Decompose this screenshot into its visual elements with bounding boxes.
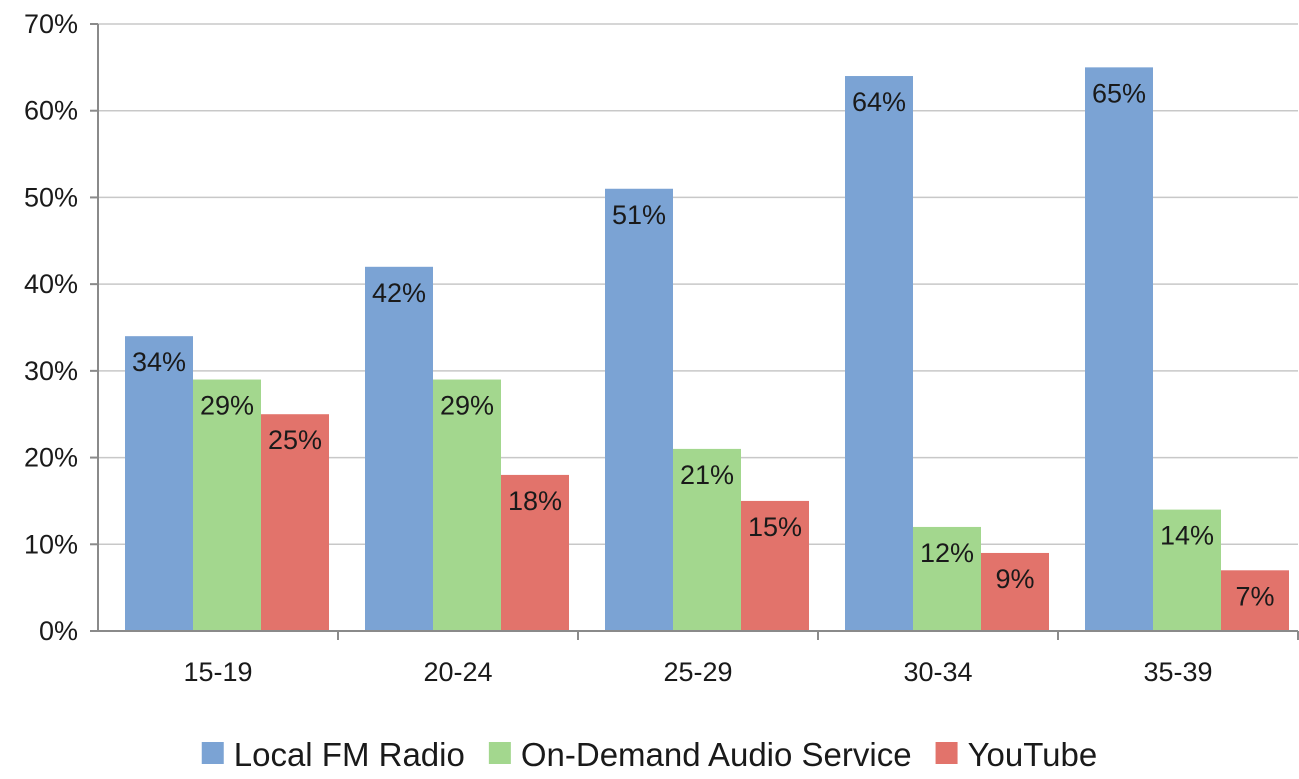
y-tick-label: 20%	[24, 443, 78, 473]
x-tick-label: 20-24	[423, 657, 492, 687]
legend-label: Local FM Radio	[234, 736, 465, 773]
bar	[1221, 570, 1289, 631]
legend: Local FM Radio On-Demand Audio Service You…	[201, 736, 1098, 773]
data-label: 7%	[1235, 581, 1274, 611]
bar	[673, 448, 741, 631]
bar	[193, 379, 261, 631]
bar	[913, 526, 981, 631]
y-tick-label: 50%	[24, 182, 78, 212]
data-label: 14%	[1160, 521, 1214, 551]
data-label: 29%	[440, 391, 494, 421]
legend-label: On-Demand Audio Service	[521, 736, 912, 773]
data-label: 12%	[920, 538, 974, 568]
bar	[365, 266, 433, 631]
data-label: 64%	[852, 87, 906, 117]
bar	[981, 552, 1049, 631]
y-tick-label: 10%	[24, 529, 78, 559]
y-tick-label: 0%	[39, 616, 78, 646]
legend-swatch	[935, 742, 958, 764]
bar	[433, 379, 501, 631]
data-label: 42%	[372, 278, 426, 308]
bar	[501, 474, 569, 631]
y-tick-label: 70%	[24, 9, 78, 39]
data-label: 18%	[508, 486, 562, 516]
data-label: 65%	[1092, 78, 1146, 108]
bars	[125, 67, 1289, 632]
data-label: 15%	[748, 512, 802, 542]
x-tick-label: 15-19	[183, 657, 252, 687]
bar	[845, 76, 913, 632]
data-labels: 34% 29% 25% 42% 29% 18% 51% 21% 15% 64% 12% 9% 65% 14…	[132, 78, 1275, 611]
axes: 0% 10% 20% 30% 40% 50% 60% 70% 15-19 20-24 25-29 30…	[24, 9, 1299, 687]
data-label: 21%	[680, 460, 734, 490]
data-label: 29%	[200, 391, 254, 421]
x-tick-label: 30-34	[903, 657, 972, 687]
data-label: 9%	[995, 564, 1034, 594]
bar	[605, 188, 673, 631]
y-tick-label: 30%	[24, 356, 78, 386]
bar	[1153, 509, 1221, 631]
bar	[1085, 67, 1153, 632]
data-label: 25%	[268, 425, 322, 455]
bar	[125, 336, 193, 631]
data-label: 51%	[612, 200, 666, 230]
x-tick-label: 35-39	[1143, 657, 1212, 687]
x-tick-label: 25-29	[663, 657, 732, 687]
bar	[741, 500, 809, 631]
y-tick-label: 60%	[24, 96, 78, 126]
bar	[261, 414, 329, 631]
legend-swatch	[201, 742, 224, 764]
legend-swatch	[488, 742, 511, 764]
y-tick-label: 40%	[24, 269, 78, 299]
legend-label: YouTube	[968, 736, 1098, 773]
data-label: 34%	[132, 347, 186, 377]
